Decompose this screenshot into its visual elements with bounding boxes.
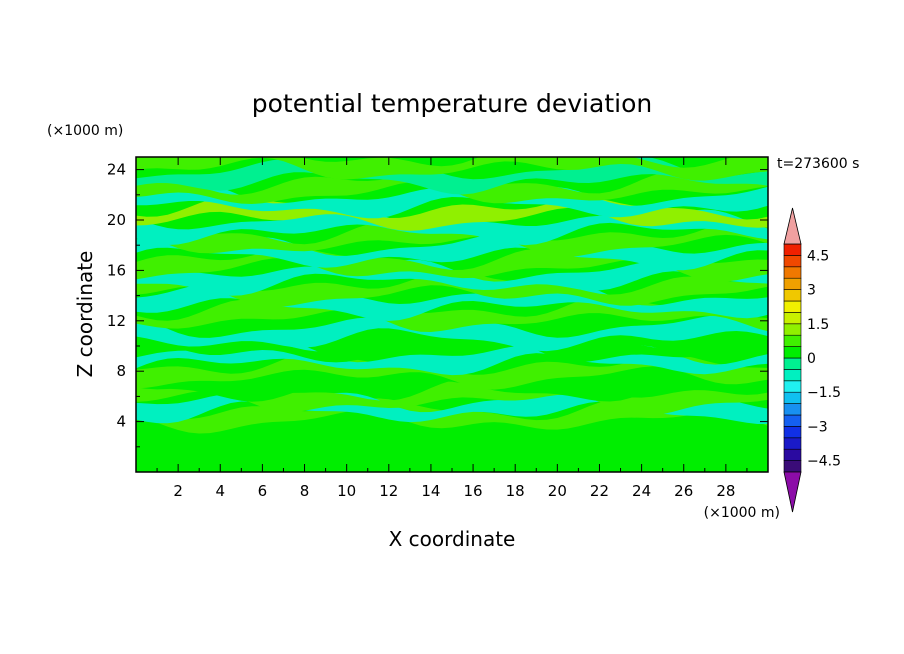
time-label: t=273600 s bbox=[777, 156, 859, 172]
x-axis-label: X coordinate bbox=[389, 527, 516, 551]
y-unit-label: (×1000 m) bbox=[47, 123, 123, 139]
colorbar-segment bbox=[783, 312, 802, 325]
colorbar-segment bbox=[783, 448, 802, 461]
contour-band bbox=[136, 327, 768, 363]
chart-title: potential temperature deviation bbox=[252, 89, 652, 118]
colorbar-tick-label: 4.5 bbox=[807, 248, 829, 264]
x-tick-label: 2 bbox=[173, 482, 183, 500]
contour-band bbox=[136, 352, 768, 390]
x-axis: 2 4 6 8 10 12 14 16 18 20 22 24 26 28 bbox=[156, 157, 748, 500]
y-tick-label: 20 bbox=[107, 211, 126, 229]
colorbar-tick-label: 1.5 bbox=[807, 317, 829, 333]
x-tick-label: 10 bbox=[337, 482, 356, 500]
contour-band bbox=[136, 157, 768, 195]
x-tick-label: 28 bbox=[716, 482, 735, 500]
contour-band bbox=[136, 315, 768, 352]
contour-band bbox=[136, 434, 768, 472]
colorbar-segment bbox=[783, 266, 802, 279]
x-tick-label: 14 bbox=[421, 482, 440, 500]
colorbar-segment bbox=[783, 323, 802, 336]
colorbar-segment bbox=[783, 426, 802, 439]
colorbar: 4.5 3 1.5 0 −1.5 −3 −4.5 bbox=[783, 207, 841, 513]
x-tick-label: 22 bbox=[590, 482, 609, 500]
y-axis: 4 8 12 16 20 24 bbox=[107, 161, 768, 448]
colorbar-segment bbox=[783, 357, 802, 370]
colorbar-segment bbox=[783, 243, 802, 256]
colorbar-under-triangle bbox=[783, 471, 802, 513]
contour-band bbox=[136, 221, 768, 257]
colorbar-segment bbox=[783, 255, 802, 268]
x-unit-label: (×1000 m) bbox=[704, 505, 780, 521]
x-tick-label: 8 bbox=[300, 482, 310, 500]
colorbar-tick-label: −3 bbox=[807, 419, 828, 435]
colorbar-segment bbox=[783, 277, 802, 290]
x-tick-label: 24 bbox=[632, 482, 651, 500]
colorbar-tick-label: −4.5 bbox=[807, 454, 841, 470]
contour-band bbox=[136, 233, 768, 271]
contour-field bbox=[136, 157, 768, 472]
contour-band bbox=[136, 378, 768, 416]
colorbar-segment bbox=[783, 403, 802, 416]
colorbar-segment bbox=[783, 369, 802, 382]
contour-band bbox=[136, 415, 768, 453]
x-tick-label: 4 bbox=[215, 482, 225, 500]
colorbar-tick-label: 3 bbox=[807, 283, 816, 299]
y-tick-label: 24 bbox=[107, 161, 126, 179]
colorbar-segment bbox=[783, 380, 802, 393]
colorbar-segment bbox=[783, 460, 802, 473]
contour-band bbox=[136, 365, 768, 402]
colorbar-segment bbox=[783, 414, 802, 427]
colorbar-segment bbox=[783, 391, 802, 404]
y-tick-label: 12 bbox=[107, 312, 126, 330]
x-tick-label: 18 bbox=[506, 482, 525, 500]
contour-band bbox=[136, 271, 768, 308]
x-tick-label: 16 bbox=[464, 482, 483, 500]
x-tick-label: 20 bbox=[548, 482, 567, 500]
x-tick-label: 26 bbox=[674, 482, 693, 500]
colorbar-segment bbox=[783, 346, 802, 359]
colorbar-segment bbox=[783, 437, 802, 450]
colorbar-segment bbox=[783, 334, 802, 347]
colorbar-segment bbox=[783, 300, 802, 313]
x-tick-label: 12 bbox=[379, 482, 398, 500]
contour-band bbox=[136, 259, 768, 296]
colorbar-segment bbox=[783, 289, 802, 302]
contour-band bbox=[136, 283, 768, 321]
colorbar-over-triangle bbox=[783, 207, 802, 245]
y-axis-label: Z coordinate bbox=[73, 251, 97, 378]
y-tick-label: 4 bbox=[116, 413, 126, 431]
contour-band bbox=[136, 398, 768, 434]
colorbar-tick-label: −1.5 bbox=[807, 385, 841, 401]
contour-band bbox=[136, 157, 768, 181]
x-tick-label: 6 bbox=[258, 482, 268, 500]
contour-band bbox=[136, 181, 768, 219]
y-tick-label: 8 bbox=[116, 362, 126, 380]
colorbar-tick-label: 0 bbox=[807, 351, 816, 367]
y-tick-label: 16 bbox=[107, 261, 126, 279]
